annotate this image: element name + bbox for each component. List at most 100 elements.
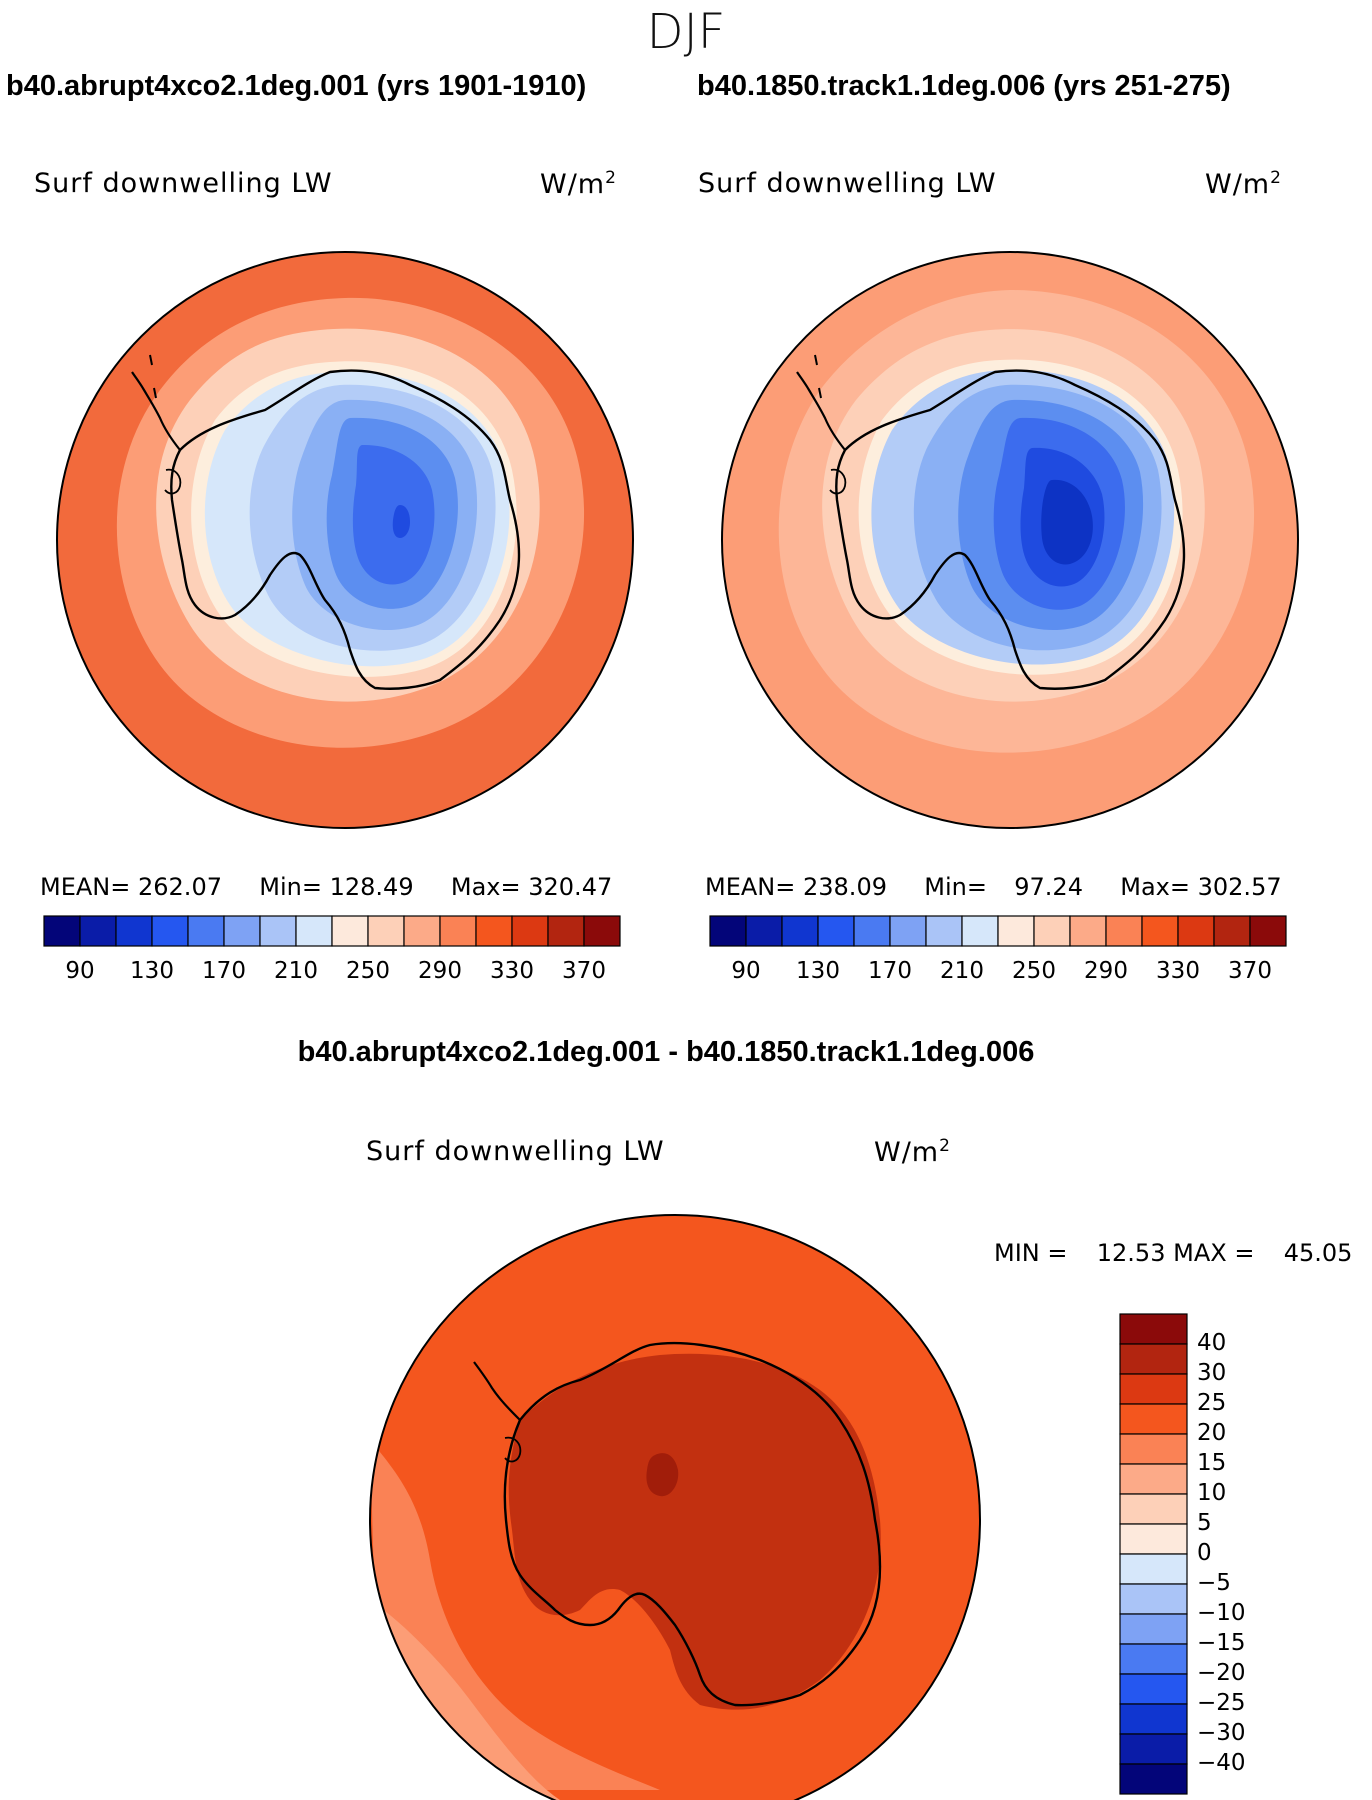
difference-colorbar-tick-label: −40 xyxy=(1197,1750,1246,1776)
difference-variable-label: Surf downwelling LW xyxy=(366,1136,665,1167)
panel-1-colorbar-tick-label: 90 xyxy=(65,958,95,984)
panel-2-stats: MEAN= 238.09 Min= 97.24 Max= 302.57 xyxy=(705,873,1282,901)
panel-1-colorbar-tick-label: 210 xyxy=(274,958,318,984)
panel-2-colorbar-tick-label: 330 xyxy=(1156,958,1200,984)
difference-title: b40.abrupt4xco2.1deg.001 - b40.1850.trac… xyxy=(297,1036,1035,1068)
panel-2-colorbar-cell xyxy=(1213,915,1251,947)
panel-1-map xyxy=(56,251,634,829)
panel-1-min-value: 128.49 xyxy=(329,873,414,901)
panel-2-colorbar-cell xyxy=(853,915,891,947)
difference-colorbar-cell xyxy=(1119,1403,1188,1435)
panel-2-max-value: 302.57 xyxy=(1197,873,1282,901)
difference-colorbar-cell xyxy=(1119,1763,1188,1795)
panel-2-max-label: Max= xyxy=(1120,873,1190,901)
panel-2-map xyxy=(721,251,1299,829)
panel-2-colorbar-cell xyxy=(997,915,1035,947)
panel-1-colorbar-cell xyxy=(79,915,117,947)
difference-colorbar-tick-label: 15 xyxy=(1197,1450,1227,1476)
difference-colorbar-cell xyxy=(1119,1553,1188,1585)
difference-colorbar-cell xyxy=(1119,1343,1188,1375)
panel-1-colorbar-cell xyxy=(511,915,549,947)
difference-colorbar-tick-label: −30 xyxy=(1197,1720,1246,1746)
difference-colorbar-tick-label: −10 xyxy=(1197,1600,1246,1626)
panel-1-colorbar-cell xyxy=(475,915,513,947)
panel-1-colorbar-tick-label: 370 xyxy=(562,958,606,984)
difference-colorbar-cell xyxy=(1119,1433,1188,1465)
difference-colorbar-tick-label: 10 xyxy=(1197,1480,1227,1506)
panel-1-colorbar-cell xyxy=(439,915,477,947)
panel-2-colorbar-tick-label: 130 xyxy=(796,958,840,984)
panel-1-variable-label: Surf downwelling LW xyxy=(34,168,333,199)
panel-1-colorbar-cell xyxy=(295,915,333,947)
panel-2-min-label: Min= xyxy=(924,873,987,901)
difference-colorbar-tick-label: −15 xyxy=(1197,1630,1246,1656)
difference-colorbar-tick-label: 0 xyxy=(1197,1540,1212,1566)
panel-2-colorbar-tick-label: 210 xyxy=(940,958,984,984)
panel-2-case-title: b40.1850.track1.1deg.006 (yrs 251-275) xyxy=(697,70,1231,102)
panel-2-colorbar-cell xyxy=(961,915,999,947)
difference-colorbar-cell xyxy=(1119,1463,1188,1495)
panel-2-colorbar-tick-label: 370 xyxy=(1228,958,1272,984)
panel-1-colorbar-tick-label: 130 xyxy=(130,958,174,984)
panel-1-colorbar-cell xyxy=(367,915,405,947)
difference-stats: MIN = 12.53 MAX = 45.05 xyxy=(994,1239,1352,1267)
difference-colorbar-cell xyxy=(1119,1313,1188,1345)
panel-1-stats: MEAN= 262.07 Min= 128.49 Max= 320.47 xyxy=(40,873,612,901)
panel-1-colorbar-cell xyxy=(547,915,585,947)
panel-2-colorbar-cell xyxy=(1069,915,1107,947)
difference-max-value: 45.05 xyxy=(1283,1239,1353,1267)
panel-2-colorbar-cell xyxy=(1249,915,1287,947)
panel-1-colorbar-cell xyxy=(331,915,369,947)
panel-1-colorbar-tick-label: 290 xyxy=(418,958,462,984)
difference-colorbar-cell xyxy=(1119,1373,1188,1405)
panel-2-colorbar-cell xyxy=(1033,915,1071,947)
difference-colorbar-tick-label: 40 xyxy=(1197,1330,1227,1356)
panel-2-colorbar-tick-label: 170 xyxy=(868,958,912,984)
panel-1-colorbar-cell xyxy=(43,915,81,947)
panel-1-colorbar-cell xyxy=(151,915,189,947)
panel-1-colorbar-cell xyxy=(187,915,225,947)
difference-colorbar xyxy=(1119,1313,1188,1795)
panel-2-colorbar-cell xyxy=(925,915,963,947)
difference-colorbar-cell xyxy=(1119,1613,1188,1645)
panel-1-max-value: 320.47 xyxy=(528,873,613,901)
difference-colorbar-cell xyxy=(1119,1493,1188,1525)
panel-1-colorbar-tick-label: 250 xyxy=(346,958,390,984)
panel-2-colorbar-cell xyxy=(817,915,855,947)
difference-max-label: MAX = xyxy=(1173,1239,1255,1267)
panel-2-min-value: 97.24 xyxy=(1014,873,1083,901)
panel-1-min-label: Min= xyxy=(259,873,322,901)
panel-1-colorbar-cell xyxy=(223,915,261,947)
panel-1-colorbar xyxy=(43,915,621,947)
difference-colorbar-cell xyxy=(1119,1673,1188,1705)
panel-1-case-title: b40.abrupt4xco2.1deg.001 (yrs 1901-1910) xyxy=(6,70,587,102)
panel-1-colorbar-cell xyxy=(259,915,297,947)
panel-2-variable-label: Surf downwelling LW xyxy=(698,168,997,199)
panel-2-colorbar-cell xyxy=(889,915,927,947)
panel-2-colorbar-cell xyxy=(709,915,747,947)
panel-2-colorbar xyxy=(709,915,1287,947)
season-title: DJF xyxy=(646,4,726,60)
difference-colorbar-tick-label: −5 xyxy=(1197,1570,1231,1596)
panel-2-colorbar-cell xyxy=(1105,915,1143,947)
panel-1-mean-value: 262.07 xyxy=(138,873,222,901)
panel-2-colorbar-cell xyxy=(1177,915,1215,947)
panel-2-colorbar-tick-label: 290 xyxy=(1084,958,1128,984)
panel-2-colorbar-cell xyxy=(745,915,783,947)
panel-1-colorbar-cell xyxy=(403,915,441,947)
difference-colorbar-cell xyxy=(1119,1523,1188,1555)
difference-colorbar-cell xyxy=(1119,1643,1188,1675)
panel-1-mean-label: MEAN= xyxy=(40,873,131,901)
difference-colorbar-tick-label: 25 xyxy=(1197,1390,1227,1416)
panel-1-max-label: Max= xyxy=(450,873,521,901)
difference-map xyxy=(369,1214,981,1800)
panel-2-mean-value: 238.09 xyxy=(803,873,887,901)
difference-colorbar-tick-label: 30 xyxy=(1197,1360,1227,1386)
panel-2-colorbar-tick-label: 90 xyxy=(731,958,761,984)
panel-1-colorbar-cell xyxy=(115,915,153,947)
difference-colorbar-cell xyxy=(1119,1583,1188,1615)
difference-colorbar-tick-label: 20 xyxy=(1197,1420,1227,1446)
difference-colorbar-cell xyxy=(1119,1703,1188,1735)
difference-colorbar-cell xyxy=(1119,1733,1188,1765)
panel-2-mean-label: MEAN= xyxy=(705,873,796,901)
